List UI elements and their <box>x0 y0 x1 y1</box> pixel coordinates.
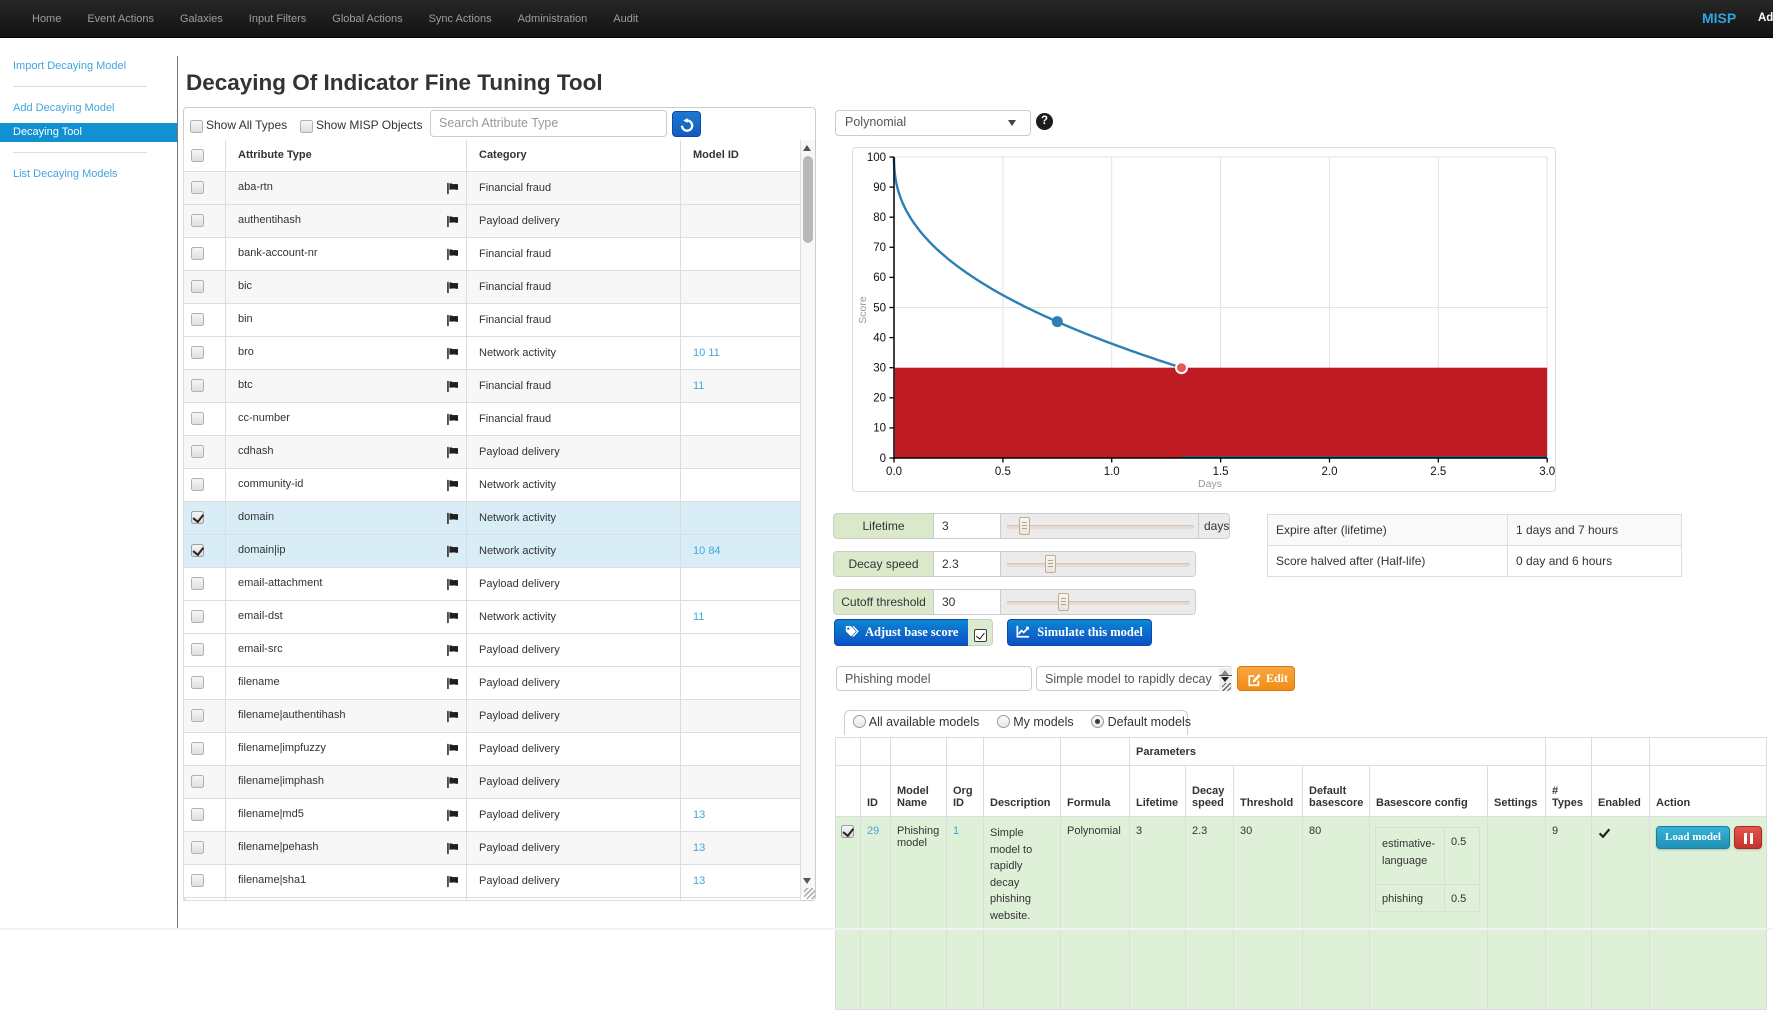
svg-text:1.0: 1.0 <box>1104 466 1120 478</box>
svg-text:0.5: 0.5 <box>995 466 1011 478</box>
svg-text:Days: Days <box>1198 478 1222 490</box>
svg-text:0: 0 <box>880 453 886 465</box>
svg-text:2.5: 2.5 <box>1430 466 1446 478</box>
svg-text:2.0: 2.0 <box>1322 466 1338 478</box>
svg-text:Score: Score <box>857 296 869 324</box>
svg-text:1.5: 1.5 <box>1213 466 1229 478</box>
svg-text:20: 20 <box>873 393 886 405</box>
svg-text:80: 80 <box>873 212 886 224</box>
svg-text:70: 70 <box>873 242 886 254</box>
svg-text:10: 10 <box>873 423 886 435</box>
svg-text:0.0: 0.0 <box>886 466 902 478</box>
svg-text:3.0: 3.0 <box>1539 466 1555 478</box>
svg-text:30: 30 <box>873 363 886 375</box>
svg-text:60: 60 <box>873 272 886 284</box>
svg-text:100: 100 <box>867 152 886 164</box>
svg-text:90: 90 <box>873 182 886 194</box>
svg-text:50: 50 <box>873 302 886 314</box>
svg-text:40: 40 <box>873 332 886 344</box>
